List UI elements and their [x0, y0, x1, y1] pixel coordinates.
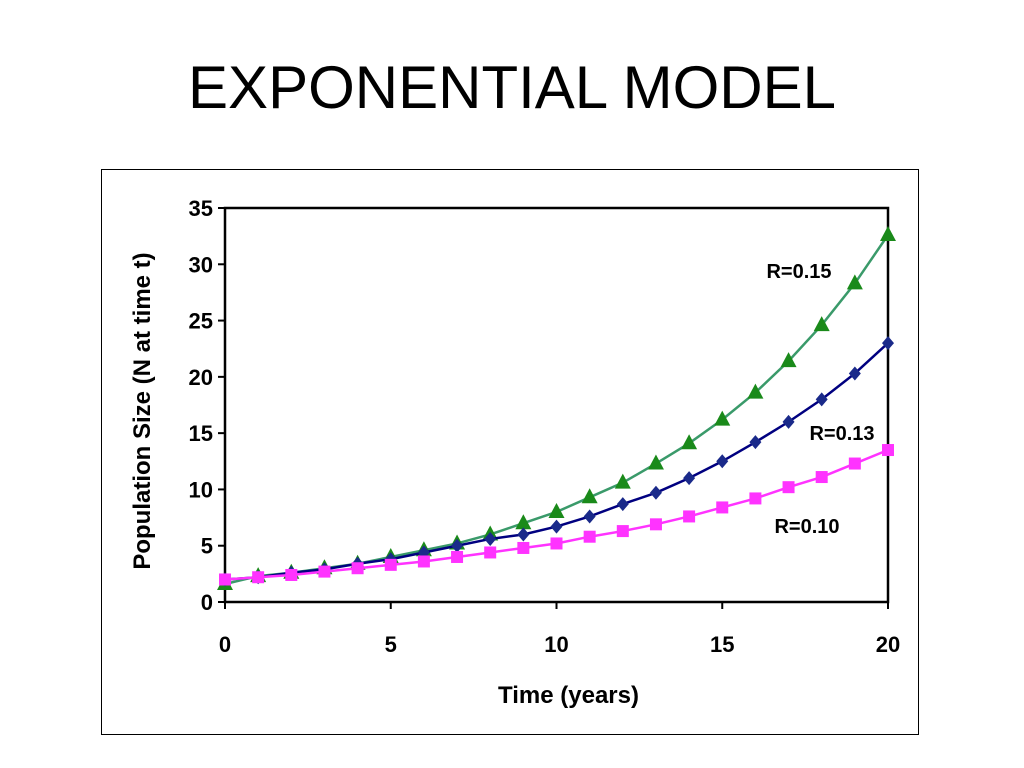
x-tick-label: 10 [544, 632, 568, 657]
data-point-square [285, 568, 298, 581]
data-point-triangle [515, 514, 532, 530]
x-tick-label: 20 [876, 632, 900, 657]
line-chart: 0 5 10 15 20 25 30 35 0 5 10 15 20 Time (years) Popula… [129, 196, 900, 709]
data-point-diamond [815, 392, 828, 407]
data-point-square [583, 530, 596, 543]
x-tick-label: 5 [385, 632, 397, 657]
data-point-square [749, 492, 762, 505]
data-point-square [616, 525, 629, 538]
data-point-square [550, 537, 563, 550]
data-point-square [815, 471, 828, 484]
data-point-diamond [882, 336, 894, 351]
data-point-square [417, 555, 430, 568]
y-axis-title: Population Size (N at time t) [129, 252, 156, 569]
data-point-diamond [451, 538, 464, 553]
x-tick-label: 0 [219, 632, 231, 657]
series-label: R=0.15 [766, 261, 831, 283]
data-point-triangle [647, 454, 664, 470]
data-point-diamond [749, 435, 762, 450]
data-point-triangle [780, 352, 797, 368]
data-point-diamond [649, 485, 662, 500]
data-point-diamond [517, 527, 530, 542]
y-tick-label: 20 [189, 365, 213, 390]
x-tick-label: 15 [710, 632, 734, 657]
data-point-triangle [548, 502, 565, 518]
data-point-triangle [681, 434, 698, 450]
series-label: R=0.13 [809, 423, 874, 445]
data-point-diamond [616, 497, 629, 512]
data-point-triangle [581, 488, 598, 504]
data-point-diamond [583, 509, 596, 524]
data-point-square [517, 541, 530, 554]
data-point-square [882, 444, 894, 457]
data-point-square [384, 558, 397, 571]
data-point-triangle [846, 274, 863, 290]
data-point-triangle [714, 410, 731, 426]
data-point-diamond [683, 471, 696, 486]
y-tick-label: 25 [189, 309, 213, 334]
series-square [219, 444, 894, 586]
data-point-triangle [614, 473, 631, 489]
data-point-triangle [747, 383, 764, 399]
data-point-diamond [550, 519, 563, 534]
data-point-square [716, 501, 729, 514]
data-point-triangle [813, 316, 830, 332]
y-tick-label: 5 [201, 534, 213, 559]
labels-layer: R=0.15 R=0.13 R=0.10 [766, 261, 874, 538]
data-point-diamond [484, 531, 497, 546]
y-tick-label: 15 [189, 421, 213, 446]
chart-frame: 0 5 10 15 20 25 30 35 0 5 10 15 20 Time (years) Popula… [101, 169, 919, 735]
page-title: EXPONENTIAL MODEL [188, 54, 836, 121]
data-point-square [451, 550, 464, 563]
axes: 0 5 10 15 20 25 30 35 0 5 10 15 20 Time (years) Popula… [129, 196, 900, 709]
data-point-square [318, 565, 331, 578]
x-axis-title: Time (years) [498, 682, 639, 709]
data-point-square [683, 510, 696, 523]
data-point-triangle [880, 226, 896, 242]
data-point-square [484, 546, 497, 559]
data-point-square [649, 518, 662, 531]
data-point-square [351, 562, 364, 575]
y-tick-label: 10 [189, 477, 213, 502]
series-layer [217, 226, 896, 590]
data-point-diamond [848, 366, 861, 381]
series-label: R=0.10 [774, 516, 839, 538]
data-point-square [252, 571, 265, 584]
data-point-diamond [782, 414, 795, 429]
y-tick-label: 30 [189, 252, 213, 277]
data-point-square [219, 573, 231, 586]
data-point-square [848, 457, 861, 470]
y-tick-label: 35 [189, 196, 213, 221]
data-point-diamond [716, 454, 729, 469]
y-tick-label: 0 [201, 590, 213, 615]
data-point-square [782, 481, 795, 494]
